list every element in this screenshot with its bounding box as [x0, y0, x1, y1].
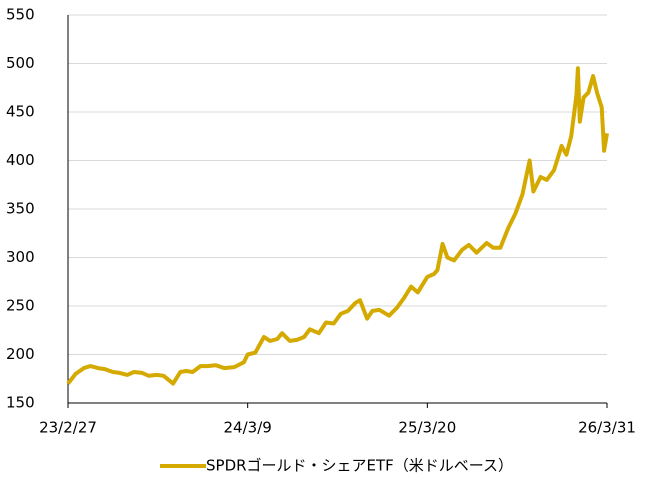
y-tick-label: 400 — [6, 151, 35, 169]
x-tick-label: 25/3/20 — [398, 419, 456, 437]
legend-label: SPDRゴールド・シェアETF（米ドルベース） — [206, 457, 513, 475]
x-tick-label: 26/3/31 — [578, 419, 636, 437]
y-tick-label: 450 — [6, 103, 35, 121]
y-tick-label: 150 — [6, 394, 35, 412]
y-tick-label: 200 — [6, 345, 35, 363]
x-tick-label: 24/3/9 — [224, 419, 272, 437]
series-line — [66, 66, 609, 386]
y-tick-label: 500 — [6, 54, 35, 72]
y-tick-label: 250 — [6, 297, 35, 315]
y-tick-label: 550 — [6, 6, 35, 24]
x-tick-label: 23/2/27 — [39, 419, 97, 437]
y-tick-label: 300 — [6, 248, 35, 266]
y-tick-label: 350 — [6, 200, 35, 218]
